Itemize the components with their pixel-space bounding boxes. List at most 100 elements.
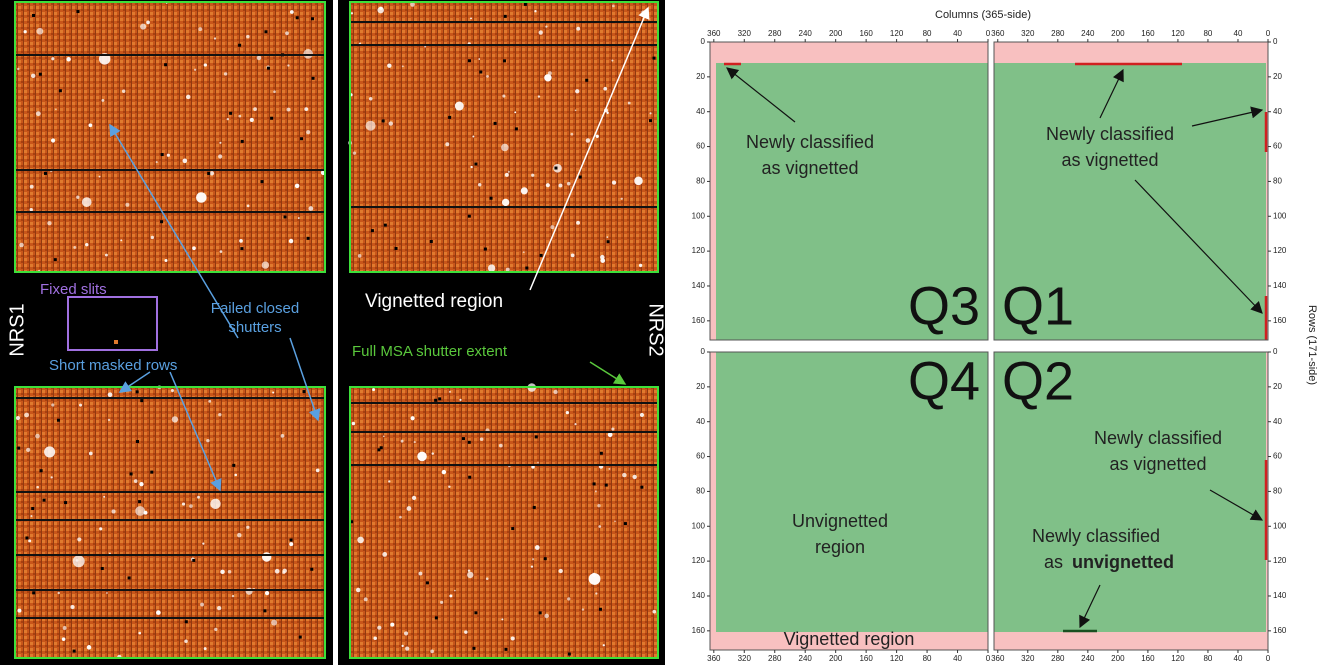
x-tick-label: 240 xyxy=(1081,654,1095,663)
x-tick-label: 120 xyxy=(1171,654,1185,663)
star xyxy=(377,7,383,13)
dark-pixel xyxy=(267,67,270,70)
dark-pixel xyxy=(426,581,429,584)
star xyxy=(600,258,605,263)
dark-pixel xyxy=(284,215,287,218)
dark-pixel xyxy=(585,79,588,82)
star xyxy=(567,182,571,186)
star xyxy=(575,110,577,112)
dark-pixel xyxy=(263,609,266,612)
star xyxy=(634,177,643,186)
y-tick-label: 100 xyxy=(1273,211,1287,220)
x-tick-label: 200 xyxy=(829,654,843,663)
star xyxy=(373,636,377,640)
star xyxy=(262,552,271,561)
x-tick-label: 0 xyxy=(986,654,991,663)
star xyxy=(218,154,222,158)
y-tick-label: 0 xyxy=(701,37,706,46)
dark-pixel xyxy=(303,390,306,393)
star xyxy=(387,63,391,67)
star xyxy=(478,183,481,186)
star xyxy=(120,239,122,241)
star xyxy=(238,115,241,118)
annotation: Full MSA shutter extent xyxy=(352,343,508,360)
star xyxy=(182,502,185,505)
star xyxy=(282,571,285,574)
star xyxy=(641,11,645,15)
dark-pixel xyxy=(150,471,153,474)
star xyxy=(622,473,626,477)
image-field xyxy=(350,2,658,272)
x-tick-label: 120 xyxy=(1171,29,1185,38)
x-tick-label: 280 xyxy=(768,654,782,663)
star xyxy=(351,12,353,14)
star xyxy=(352,422,356,426)
star xyxy=(17,68,19,70)
star xyxy=(220,570,224,574)
x-tick-label: 240 xyxy=(799,654,813,663)
star xyxy=(28,539,31,542)
star xyxy=(621,198,623,200)
star xyxy=(582,608,584,610)
x-tick-label: 80 xyxy=(1203,29,1212,38)
dark-pixel xyxy=(54,258,57,261)
star xyxy=(219,142,221,144)
star xyxy=(531,566,533,568)
star xyxy=(532,558,534,560)
star xyxy=(589,573,601,585)
annotation: as vignetted xyxy=(1109,454,1206,474)
dark-pixel xyxy=(579,176,582,179)
annotation: Newly classified xyxy=(1032,526,1160,546)
x-tick-label: 0 xyxy=(986,29,991,38)
dark-pixel xyxy=(128,576,131,579)
star xyxy=(649,112,651,114)
dark-pixel xyxy=(25,536,28,539)
star xyxy=(17,609,21,613)
dark-pixel xyxy=(39,73,42,76)
x-tick-label: 320 xyxy=(738,29,752,38)
quadrant-map: Columns (365-side) Rows (171-side) xyxy=(692,9,1318,663)
dark-pixel xyxy=(296,16,299,19)
star xyxy=(30,185,34,189)
x-axis-label: Columns (365-side) xyxy=(935,9,1031,21)
y-tick-label: 60 xyxy=(1273,452,1282,461)
x-tick-label: 0 xyxy=(1266,654,1271,663)
star xyxy=(306,130,310,134)
dark-pixel xyxy=(371,229,374,232)
dark-pixel xyxy=(484,248,487,251)
star xyxy=(51,138,55,142)
x-tick-label: 320 xyxy=(1021,29,1035,38)
star xyxy=(234,474,237,477)
star xyxy=(295,184,300,189)
star xyxy=(448,486,450,488)
star xyxy=(250,118,254,122)
star xyxy=(468,570,470,572)
dark-pixel xyxy=(44,172,47,175)
star xyxy=(227,118,229,120)
star xyxy=(144,511,148,515)
dark-pixel xyxy=(653,57,656,60)
dark-pixel xyxy=(640,486,643,489)
dark-pixel xyxy=(384,224,387,227)
dark-pixel xyxy=(544,557,547,560)
dark-pixel xyxy=(600,452,603,455)
dark-pixel xyxy=(462,437,465,440)
x-tick-label: 160 xyxy=(1141,29,1155,38)
star xyxy=(470,166,472,168)
x-tick-label: 240 xyxy=(799,29,813,38)
star xyxy=(575,89,579,93)
star xyxy=(214,37,216,39)
star xyxy=(440,601,443,604)
star xyxy=(499,444,503,448)
star xyxy=(407,506,412,511)
dark-pixel xyxy=(32,14,35,17)
detector-label: NRS2 xyxy=(645,303,667,356)
x-tick-label: 280 xyxy=(1051,29,1065,38)
star xyxy=(289,542,293,546)
star xyxy=(206,439,209,442)
star xyxy=(389,121,393,125)
star xyxy=(139,482,143,486)
dark-pixel xyxy=(474,611,477,614)
annotation: as unvignetted xyxy=(1044,552,1174,572)
y-tick-label: 60 xyxy=(696,452,705,461)
